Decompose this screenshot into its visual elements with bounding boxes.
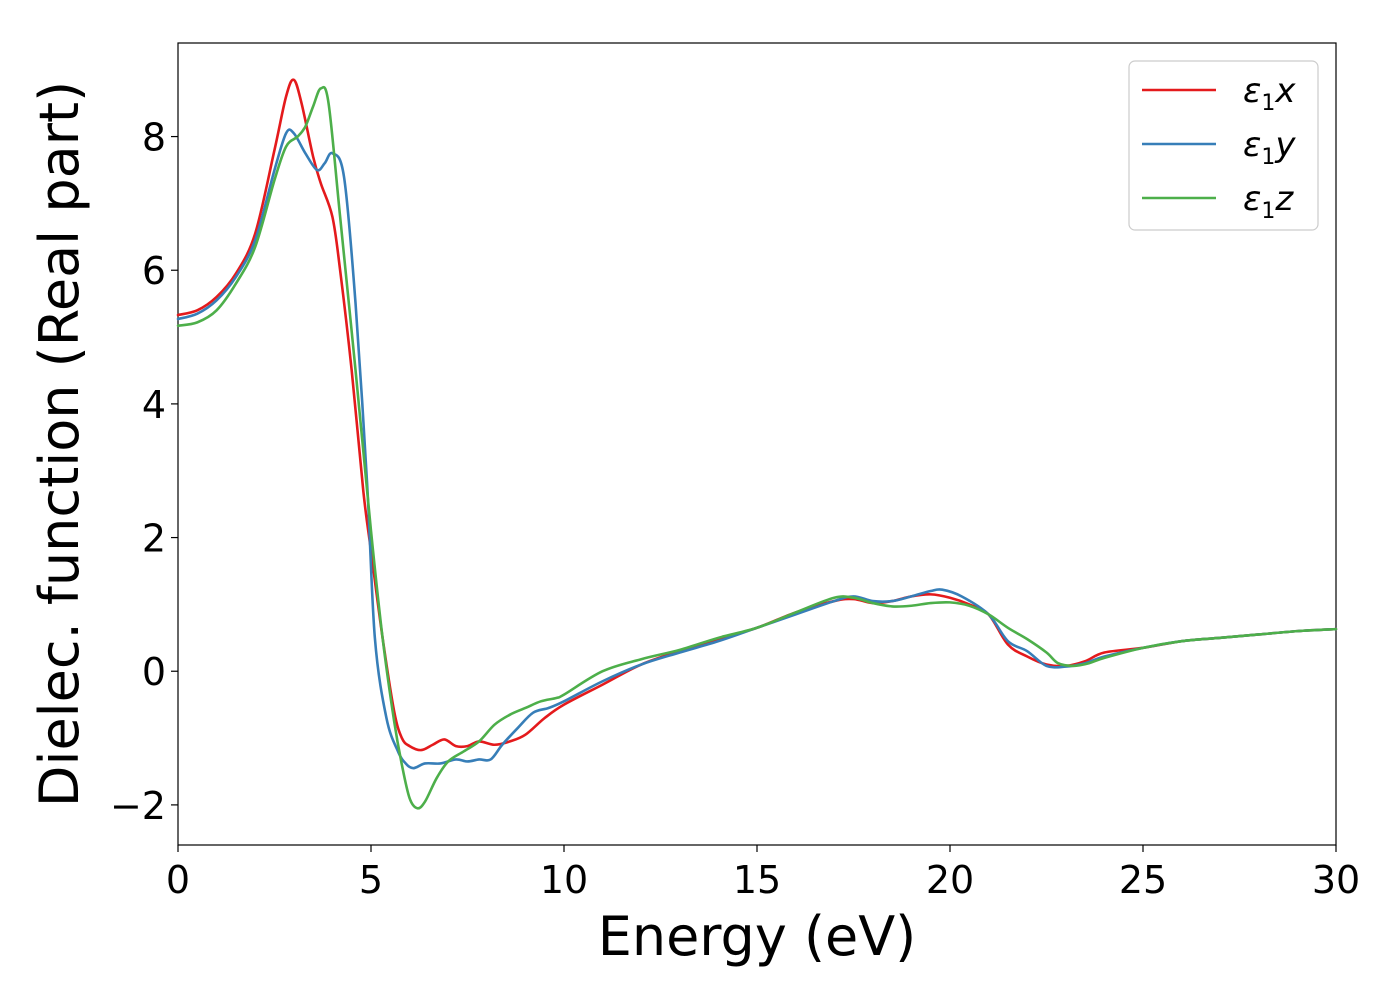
x-tick-label: 15: [733, 858, 781, 902]
legend-label: ε1z: [1243, 179, 1294, 224]
y-tick-label: 0: [142, 650, 166, 694]
legend-box: [1128, 60, 1319, 231]
x-tick-label: 0: [166, 858, 190, 902]
x-axis-title: Energy (eV): [598, 905, 917, 968]
legend-label: ε1y: [1243, 125, 1296, 170]
x-tick-label: 20: [926, 858, 974, 902]
y-tick-label: −2: [110, 784, 166, 828]
x-tick-label: 30: [1312, 858, 1360, 902]
y-tick-label: 4: [142, 383, 166, 427]
legend-label: ε1x: [1243, 71, 1296, 116]
x-tick-label: 10: [540, 858, 588, 902]
series-lines: [176, 78, 1338, 810]
y-axis-title: Dielec. function (Real part): [28, 81, 91, 807]
series-line-z: [176, 85, 1338, 810]
y-tick-label: 8: [142, 116, 166, 160]
x-tick-label: 25: [1119, 858, 1167, 902]
y-tick-label: 6: [142, 249, 166, 293]
y-tick-label: 2: [142, 517, 166, 561]
legend: ε1x ε1y ε1z: [1128, 60, 1319, 231]
series-line-y: [176, 128, 1338, 770]
x-tick-label: 5: [359, 858, 383, 902]
